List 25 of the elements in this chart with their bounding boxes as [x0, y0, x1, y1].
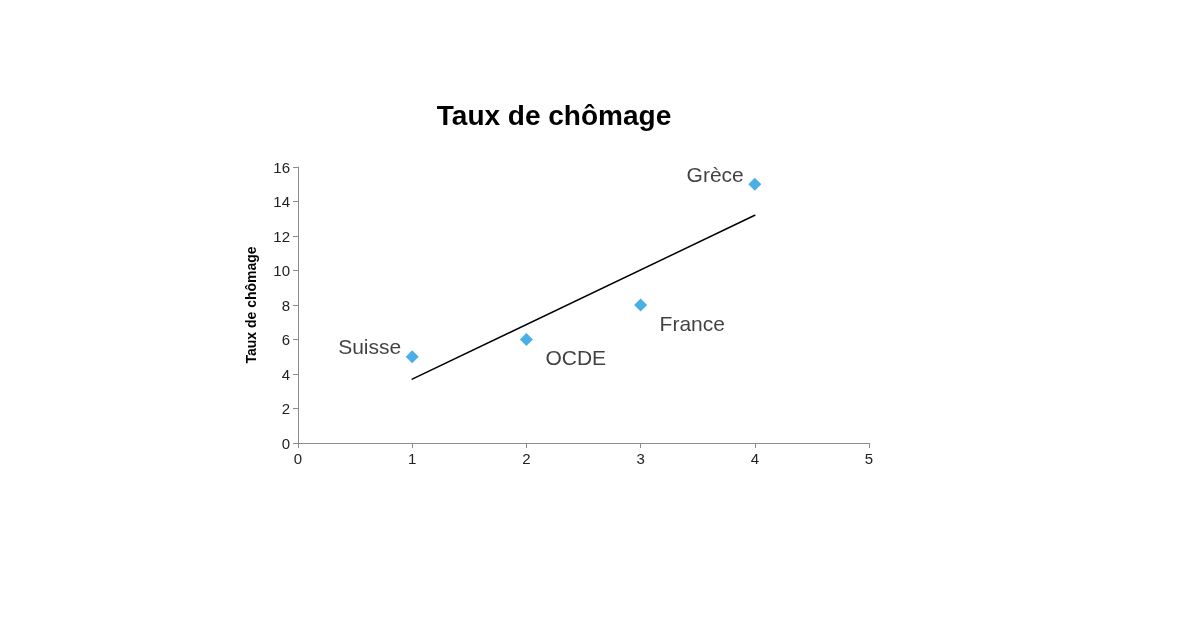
y-tick-label: 6 — [281, 331, 290, 348]
y-tick-label: 10 — [273, 262, 290, 279]
annotation: Suisse — [338, 335, 402, 359]
point — [405, 350, 419, 364]
x-tick-label: 4 — [750, 450, 759, 467]
chart-title: Taux de chômage — [436, 99, 672, 131]
point — [519, 333, 533, 346]
y-tick-label: 8 — [281, 296, 290, 314]
annotation: France — [659, 311, 725, 335]
y-axis-title: Taux de chômage — [243, 246, 259, 364]
x-tick-label: 2 — [522, 450, 531, 467]
y-tick-label: 2 — [281, 400, 290, 417]
y-tick-label: 16 — [273, 158, 290, 176]
point — [748, 177, 762, 191]
annotation: Grèce — [686, 162, 744, 186]
annotation: OCDE — [545, 346, 607, 369]
x-tick-label: 1 — [408, 450, 417, 467]
x-tick-label: 3 — [636, 450, 645, 467]
y-tick-label: 14 — [273, 193, 290, 210]
x-tick-label: 0 — [293, 450, 303, 467]
y-tick-label: 12 — [273, 227, 290, 245]
x-tick-label: 5 — [864, 450, 874, 467]
y-tick-label: 4 — [281, 365, 290, 383]
y-tick-label: 0 — [281, 434, 290, 452]
point — [634, 298, 648, 312]
